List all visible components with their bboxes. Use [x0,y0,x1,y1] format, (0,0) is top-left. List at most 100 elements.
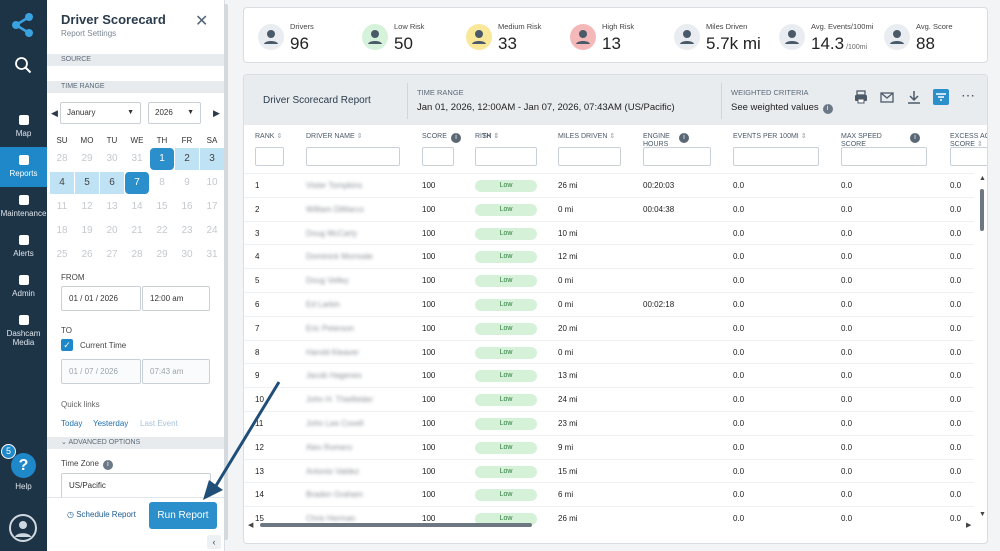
next-month-icon[interactable]: ▶ [213,108,220,118]
current-time-checkbox[interactable]: ✓ [61,339,73,351]
sort-icon[interactable]: ⇕ [609,133,616,140]
calendar-day[interactable]: 24 [206,225,218,236]
quick-link-last-event[interactable]: Last Event [140,419,178,428]
calendar-day[interactable]: 17 [206,201,218,212]
table-row[interactable]: 12 Alex Romero 100 Low 9 mi 0.0 0.0 0.0 [244,434,974,459]
quick-link-yesterday[interactable]: Yesterday [93,419,129,428]
table-row[interactable]: 5 Doug Velley 100 Low 0 mi 0.0 0.0 0.0 [244,268,974,292]
calendar-day[interactable]: 6 [100,172,124,194]
calendar-day[interactable]: 29 [81,153,93,164]
scroll-right-icon[interactable]: ▶ [966,522,972,529]
nav-item-admin[interactable]: Admin [0,267,47,307]
table-row[interactable]: 8 Harold Kleaver 100 Low 0 mi 0.0 0.0 0.0 [244,339,974,364]
filter-input-risk[interactable] [475,147,537,166]
column-header-risk[interactable]: RISK ⇕ [475,133,499,141]
sort-icon[interactable]: ⇕ [356,133,363,140]
scrollbar-thumb[interactable] [260,523,532,527]
to-date-input[interactable]: 01 / 07 / 2026 [61,359,141,384]
table-row[interactable]: 11 John Lee Covell 100 Low 23 mi 0.0 0.0 0.0 [244,411,974,435]
table-row[interactable]: 1 Vister Tompkins 100 Low 26 mi 00:20:03 0.0 0.… [244,173,974,197]
calendar-day[interactable]: 31 [131,153,143,164]
table-horizontal-scrollbar[interactable]: ◀ ▶ [248,522,972,529]
email-icon[interactable] [879,89,895,105]
table-row[interactable]: 7 Eric Peterson 100 Low 20 mi 0.0 0.0 0.0 [244,315,974,340]
calendar-day[interactable]: 1 [150,148,174,170]
calendar-day[interactable]: 16 [181,201,193,212]
calendar-day[interactable]: 20 [106,225,118,236]
quick-link-today[interactable]: Today [61,419,83,428]
scrollbar-thumb[interactable] [980,189,984,231]
table-row[interactable]: 3 Doug McCarty 100 Low 10 mi 0.0 0.0 0.0 [244,220,974,245]
sort-icon[interactable]: ⇕ [493,133,500,140]
sort-icon[interactable]: ⇕ [493,133,500,140]
search-icon[interactable] [14,56,32,74]
calendar-day[interactable]: 29 [156,249,168,260]
column-header-score[interactable]: SCORE i [422,133,461,143]
panel-scrollbar[interactable] [224,4,228,540]
table-vertical-scrollbar[interactable]: ▲ ▼ [979,171,986,521]
nav-item-alerts[interactable]: Alerts [0,227,47,267]
calendar-day[interactable]: 4 [50,172,74,194]
collapse-panel-icon[interactable]: ‹ [207,535,221,549]
info-icon[interactable]: i [822,104,833,114]
table-row[interactable]: 6 Ed Larkin 100 Low 0 mi 00:02:18 0.0 0.0 0.0 [244,292,974,316]
nav-item-maintenance[interactable]: Maintenance [0,187,47,227]
info-icon[interactable]: i [451,133,461,143]
filter-input-driver[interactable] [306,147,400,166]
calendar-day[interactable]: 2 [175,148,199,170]
filter-icon[interactable] [933,89,949,105]
schedule-report-link[interactable]: ◷ Schedule Report [67,510,136,519]
column-header-engine[interactable]: ENGINE HOURS i [643,133,689,149]
to-time-input[interactable]: 07:43 am [142,359,210,384]
weighted-values-link[interactable]: See weighted values i [731,102,833,114]
nav-item-reports[interactable]: Reports [0,147,47,187]
more-options-icon[interactable]: ⋯ [961,87,975,103]
calendar-day[interactable]: 11 [56,201,68,212]
filter-input-excess[interactable] [950,147,987,166]
table-row[interactable]: 15 Chris Herman 100 Low 26 mi 0.0 0.0 0.0 [244,506,974,530]
column-header-rank[interactable]: RANK ⇕ [255,133,282,141]
source-section-header[interactable]: SOURCE [47,54,225,66]
time-range-section-header[interactable]: TIME RANGE [47,81,225,93]
filter-input-maxspeed[interactable] [841,147,927,166]
from-time-input[interactable]: 12:00 am [142,286,210,311]
column-header-maxspeed[interactable]: MAX SPEED SCORE i [841,133,920,149]
user-avatar-icon[interactable] [9,514,37,542]
calendar-day[interactable]: 30 [106,153,118,164]
app-logo-icon[interactable] [10,12,36,38]
calendar-day[interactable]: 23 [181,225,193,236]
help-button[interactable]: ? [11,453,36,478]
run-report-button[interactable]: Run Report [149,502,217,529]
calendar-day[interactable]: 22 [156,225,168,236]
table-row[interactable]: 10 John H. Thielfelder 100 Low 24 mi 0.0 0.0 0.… [244,387,974,411]
scroll-left-icon[interactable]: ◀ [248,522,254,529]
calendar-day[interactable]: 8 [159,177,165,188]
calendar-day[interactable]: 18 [56,225,68,236]
calendar-day[interactable]: 28 [131,249,143,260]
sort-icon[interactable]: ⇕ [800,133,807,140]
download-icon[interactable] [906,89,922,105]
column-header-miles[interactable]: MILES DRIVEN ⇕ [558,133,615,141]
sort-icon[interactable]: ⇕ [976,141,983,148]
month-select[interactable]: January ▼ [60,102,141,124]
column-header-events[interactable]: EVENTS PER 100MI ⇕ [733,133,807,141]
calendar-day[interactable]: 10 [206,177,218,188]
calendar-day[interactable]: 27 [106,249,118,260]
calendar-day[interactable]: 12 [81,201,93,212]
filter-input-score[interactable] [422,147,454,166]
filter-input-engine[interactable] [643,147,711,166]
column-header-driver[interactable]: DRIVER NAME ⇕ [306,133,363,141]
calendar-day[interactable]: 25 [56,249,68,260]
scroll-down-icon[interactable]: ▼ [979,511,986,518]
calendar-day[interactable]: 14 [131,201,143,212]
info-icon[interactable]: i [102,460,113,470]
column-header-th[interactable]: TH ⇕ [482,133,499,141]
print-icon[interactable] [853,89,869,105]
calendar-day[interactable]: 21 [131,225,143,236]
calendar-day[interactable]: 19 [81,225,93,236]
table-row[interactable]: 9 Jacob Hagenes 100 Low 13 mi 0.0 0.0 0.0 [244,363,974,387]
advanced-options-header[interactable]: ⌄ ADVANCED OPTIONS [47,437,225,449]
calendar-day[interactable]: 7 [125,172,149,194]
calendar-day[interactable]: 31 [206,249,218,260]
prev-month-icon[interactable]: ◀ [51,108,58,118]
